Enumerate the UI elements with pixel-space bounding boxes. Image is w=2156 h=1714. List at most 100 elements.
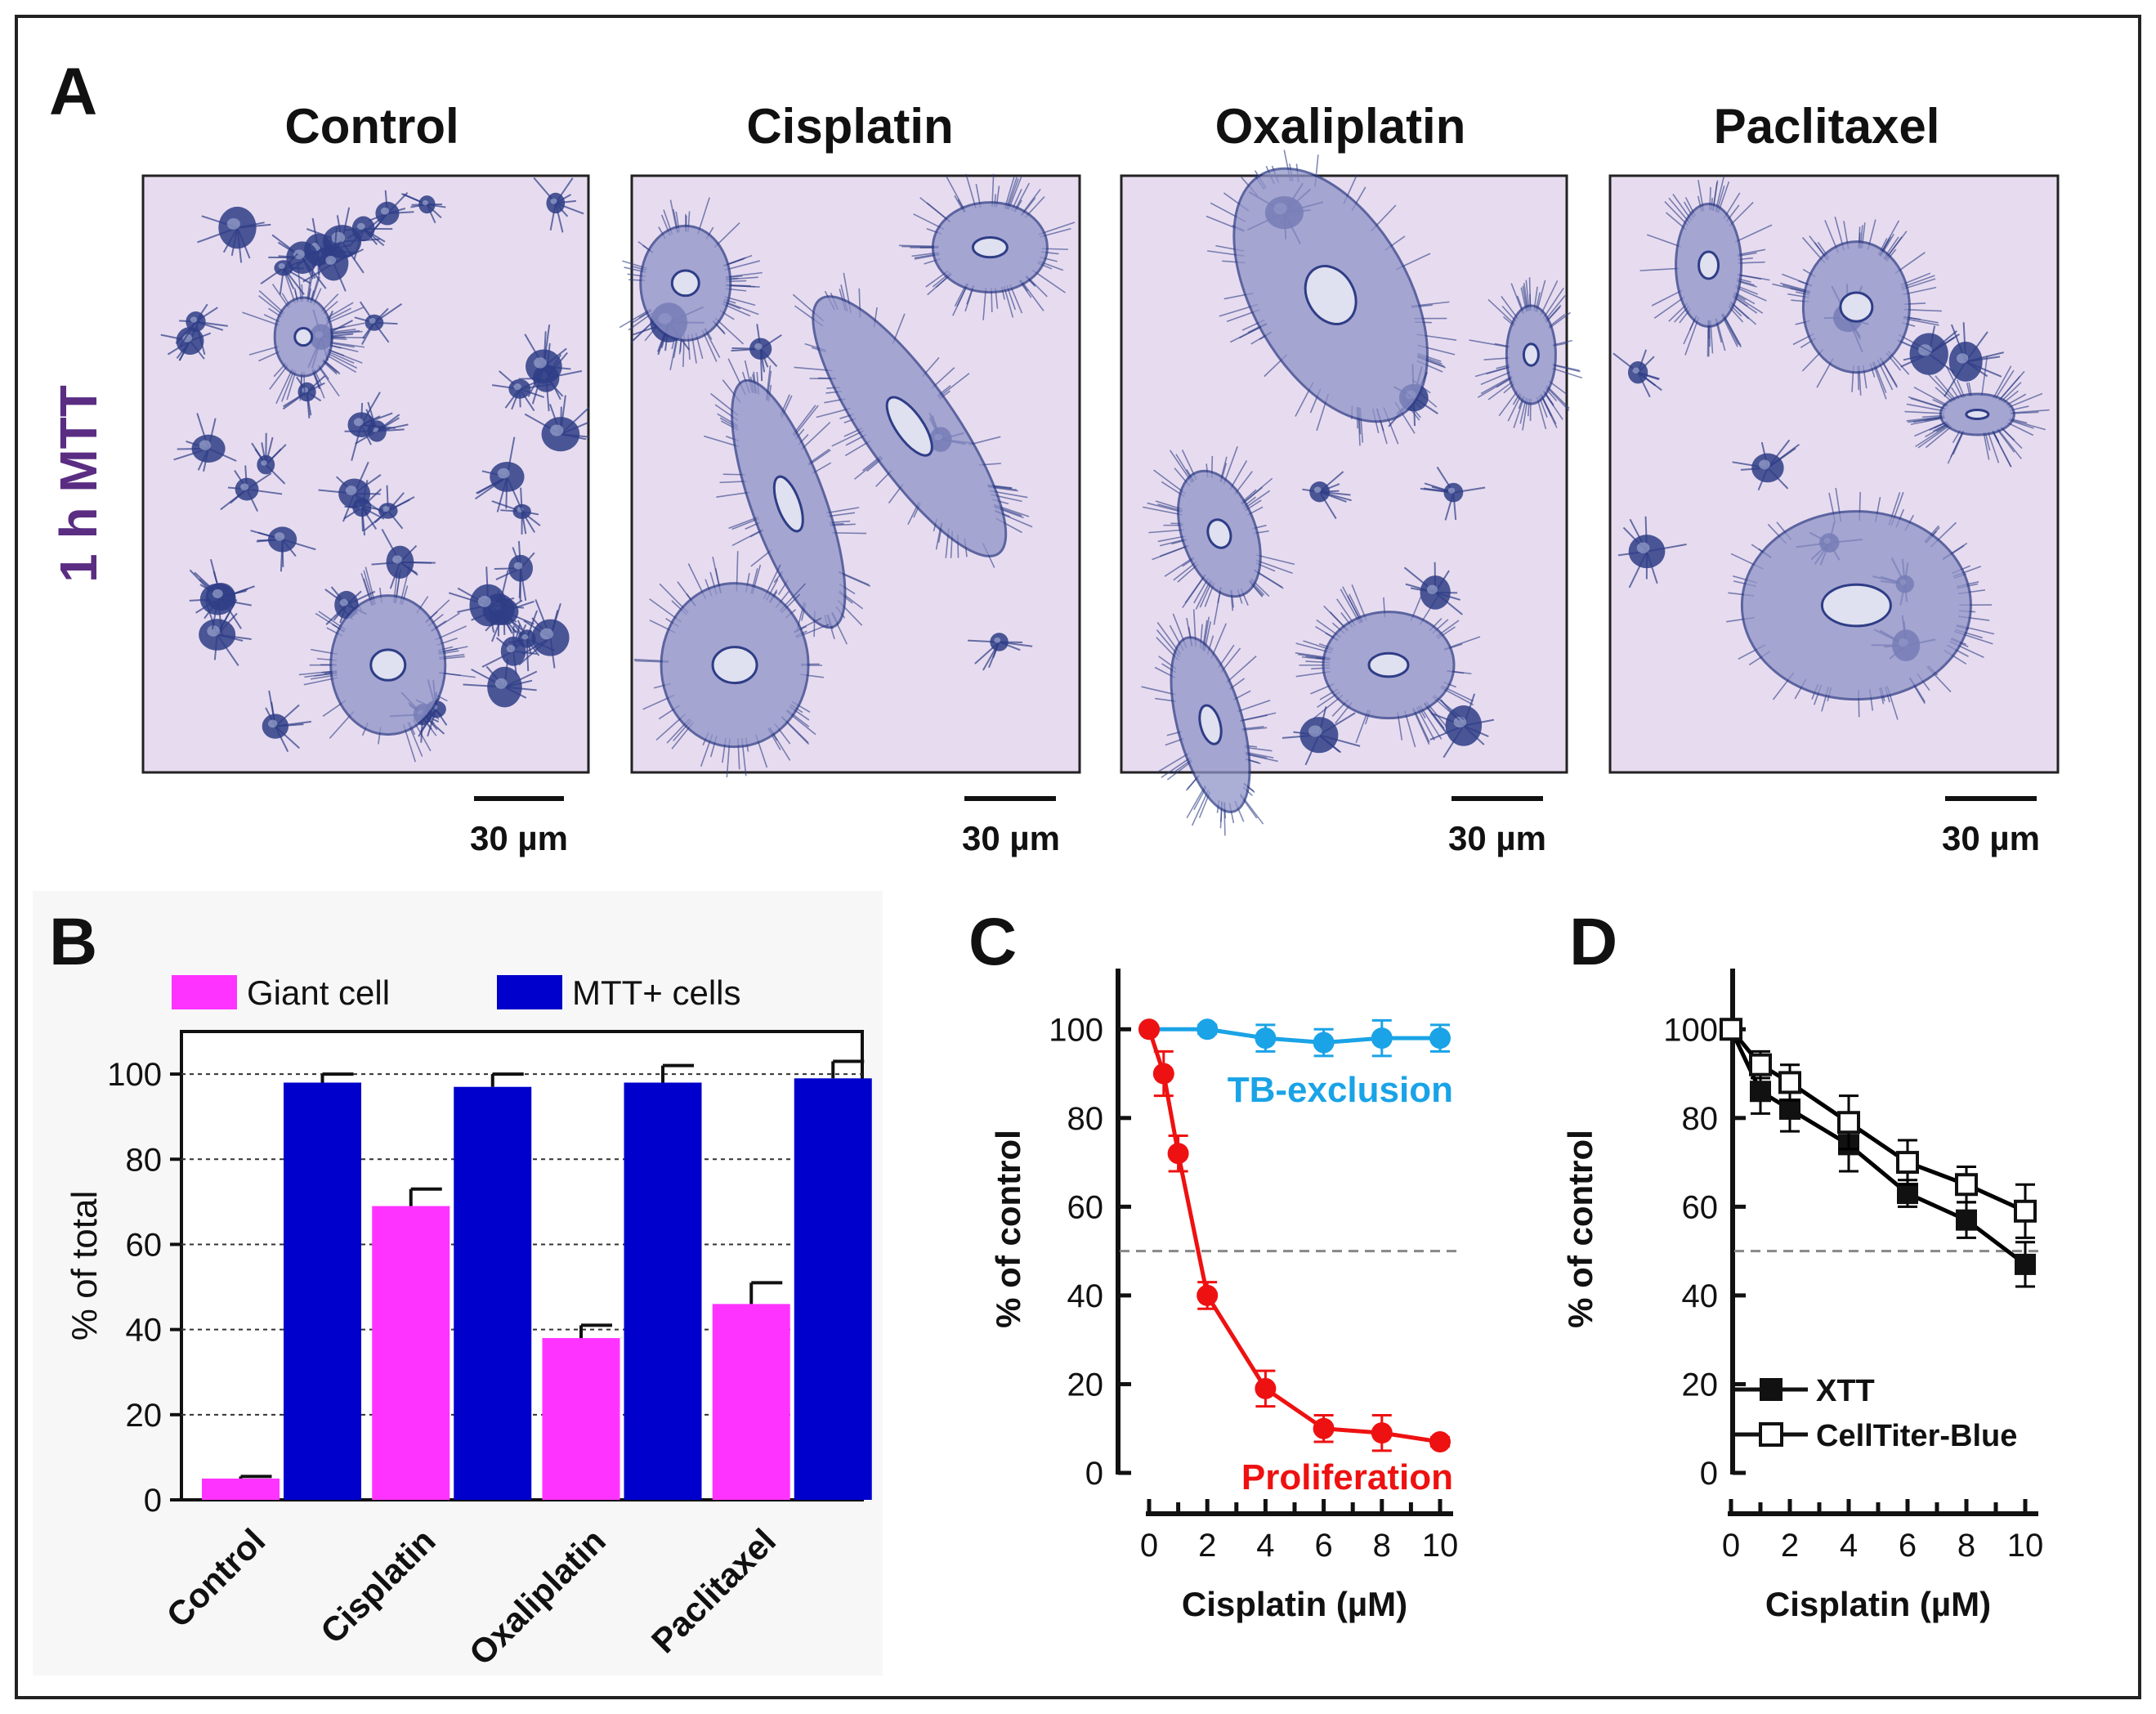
micrograph-panel-oxaliplatin: Oxaliplatin 30 µm [1120, 99, 1583, 857]
cell-nucleus [1304, 265, 1358, 325]
scale-bar-label: 30 µm [1448, 819, 1546, 857]
cell-nucleus [754, 342, 763, 351]
data-point [1255, 1377, 1277, 1399]
cell-nucleus [331, 231, 346, 244]
cell-process [329, 341, 365, 348]
cell-process [946, 176, 967, 213]
data-point [1371, 1027, 1393, 1049]
cell-process [1164, 557, 1194, 577]
cell-nucleus [199, 440, 212, 450]
cell-process [248, 346, 280, 356]
cell-process [1734, 224, 1773, 243]
cell-nucleus [422, 200, 428, 206]
data-point [2014, 1199, 2037, 1223]
x-tick-label: 10 [2007, 1528, 2044, 1564]
cell-process [1998, 370, 2025, 401]
cell-process [1908, 396, 1947, 409]
cell-process [1184, 574, 1206, 604]
data-point [1896, 1151, 1919, 1175]
micrograph-panel-paclitaxel: Paclitaxel 30 µm [1608, 99, 2060, 857]
cell-nucleus [1965, 409, 1990, 420]
cell-process [1910, 417, 1945, 426]
cell-process [1226, 656, 1257, 683]
cell-process [1237, 700, 1271, 713]
cell-process [269, 365, 289, 390]
cell-drawing [619, 173, 1076, 778]
giant-cell [619, 197, 763, 370]
y-tick-label: 40 [126, 1313, 163, 1349]
cell-nucleus [1636, 542, 1650, 553]
line-chart-c: 0 20 40 60 80 100 % of control 0 2 4 6 8 10 Cisplatin… [989, 969, 1458, 1623]
cell-process [2007, 392, 2043, 409]
cell-nucleus [971, 236, 1009, 259]
cell-process [2010, 409, 2050, 414]
cell-nucleus [325, 255, 336, 265]
x-axis-title: Cisplatin (µM) [1765, 1585, 1991, 1623]
cell-process [1987, 432, 2000, 463]
cell-process [1994, 369, 2015, 400]
x-tick-label: 8 [1957, 1528, 1975, 1564]
cell-process [1255, 559, 1293, 575]
cell-process [831, 430, 865, 447]
cell-nucleus [212, 588, 223, 598]
x-tick-label: 0 [1722, 1528, 1740, 1564]
cell-nucleus [670, 269, 700, 298]
cell-nucleus [207, 625, 221, 637]
cell-nucleus [1820, 583, 1892, 628]
y-tick-label: 80 [1682, 1101, 1719, 1137]
cell-nucleus [369, 648, 407, 682]
cell-nucleus [1308, 725, 1322, 737]
giant-cell [1726, 487, 1995, 720]
data-point [1197, 1018, 1219, 1040]
cell-process [1646, 234, 1681, 248]
cell-nucleus [772, 475, 804, 533]
y-tick-label: 100 [107, 1057, 162, 1093]
cell-nucleus [369, 318, 376, 324]
cell-nucleus [534, 357, 547, 369]
cell-process [306, 263, 315, 302]
cell-process [1239, 714, 1268, 723]
cell-nucleus [267, 719, 278, 728]
micrograph-panel-cisplatin: Cisplatin 30 µm [619, 99, 1081, 857]
cell-process [1729, 201, 1754, 227]
data-point [1138, 1018, 1160, 1040]
cell-process [1983, 432, 1990, 460]
cell-process [728, 516, 758, 530]
data-point [1255, 1027, 1277, 1049]
scale-bar-label: 30 µm [962, 819, 1060, 857]
cell-process [1639, 267, 1680, 271]
y-tick-label: 60 [126, 1227, 163, 1263]
cell-process [965, 173, 977, 209]
cell-process [1498, 389, 1519, 417]
bar-giant-cell [542, 1338, 620, 1500]
bar-mtt-cells [284, 1082, 361, 1500]
cell-nucleus [497, 468, 510, 479]
cell-process [2006, 422, 2034, 436]
data-point [1956, 1209, 1977, 1231]
cell-process [1540, 393, 1557, 425]
scale-bar-label: 30 µm [1942, 819, 2040, 857]
cell-process [1159, 544, 1189, 557]
cell-process [716, 491, 750, 498]
y-axis-title: % of control [989, 1130, 1027, 1328]
giant-cell [1143, 445, 1295, 625]
cell-process [2000, 427, 2023, 450]
cell-process [317, 365, 340, 397]
legend-label: XTT [1816, 1374, 1875, 1408]
cell-process [1993, 365, 2012, 399]
cell-nucleus [1839, 291, 1874, 323]
cell-drawing [1141, 150, 1583, 836]
cell-process [1733, 293, 1764, 314]
cell-process [1917, 424, 1951, 449]
data-point [1779, 1098, 1800, 1120]
data-point [1371, 1422, 1393, 1444]
cell-process [1245, 753, 1278, 763]
cell-nucleus [550, 424, 564, 436]
cell-process [328, 322, 365, 331]
cell-process [1996, 428, 2015, 453]
legend-marker [1759, 1422, 1783, 1447]
cell-process [1915, 423, 1950, 448]
cell-process [1906, 403, 1945, 412]
y-tick-label: 0 [1085, 1456, 1103, 1492]
